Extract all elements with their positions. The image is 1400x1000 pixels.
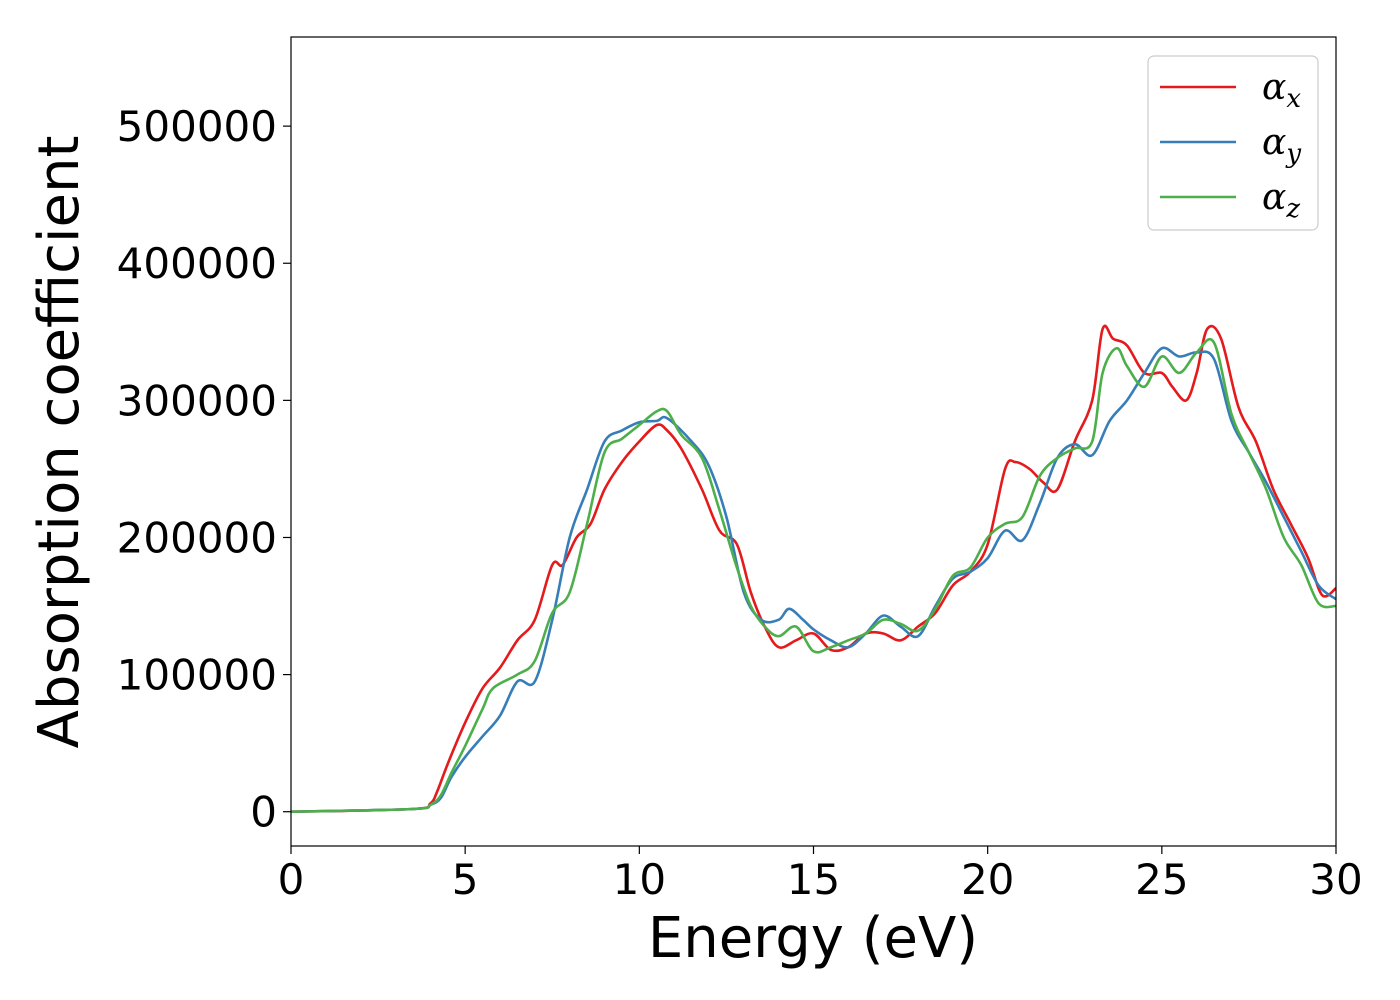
- x-tick-label: 25: [1135, 855, 1188, 904]
- series-line-alpha-x: [291, 324, 1336, 813]
- x-tick-label: 30: [1309, 855, 1362, 904]
- y-tick-label: 100000: [117, 651, 277, 700]
- series-line-alpha-z: [291, 337, 1336, 813]
- x-tick-label: 10: [613, 855, 666, 904]
- y-tick-label: 300000: [117, 376, 277, 425]
- y-tick-label: 400000: [117, 239, 277, 288]
- x-axis: 0 5 10 15 20 25 30: [278, 846, 1363, 904]
- y-axis-label: Absorption coefficient: [27, 136, 92, 749]
- series-layer: [291, 324, 1336, 813]
- y-tick-label: 200000: [117, 513, 277, 562]
- y-axis: 0 100000 200000 300000 400000 500000: [117, 102, 291, 837]
- legend-label-z: αz: [1262, 177, 1300, 224]
- x-tick-label: 15: [787, 855, 840, 904]
- series-line-alpha-y: [291, 346, 1336, 813]
- legend: αx αy αz: [1147, 55, 1319, 231]
- y-tick-label: 500000: [117, 102, 277, 151]
- legend-label-x: αx: [1262, 67, 1301, 114]
- x-tick-label: 5: [452, 855, 479, 904]
- x-axis-label: Energy (eV): [648, 906, 978, 971]
- x-tick-label: 0: [278, 855, 305, 904]
- x-tick-label: 20: [961, 855, 1014, 904]
- y-tick-label: 0: [250, 788, 277, 837]
- legend-label-y: αy: [1262, 122, 1301, 169]
